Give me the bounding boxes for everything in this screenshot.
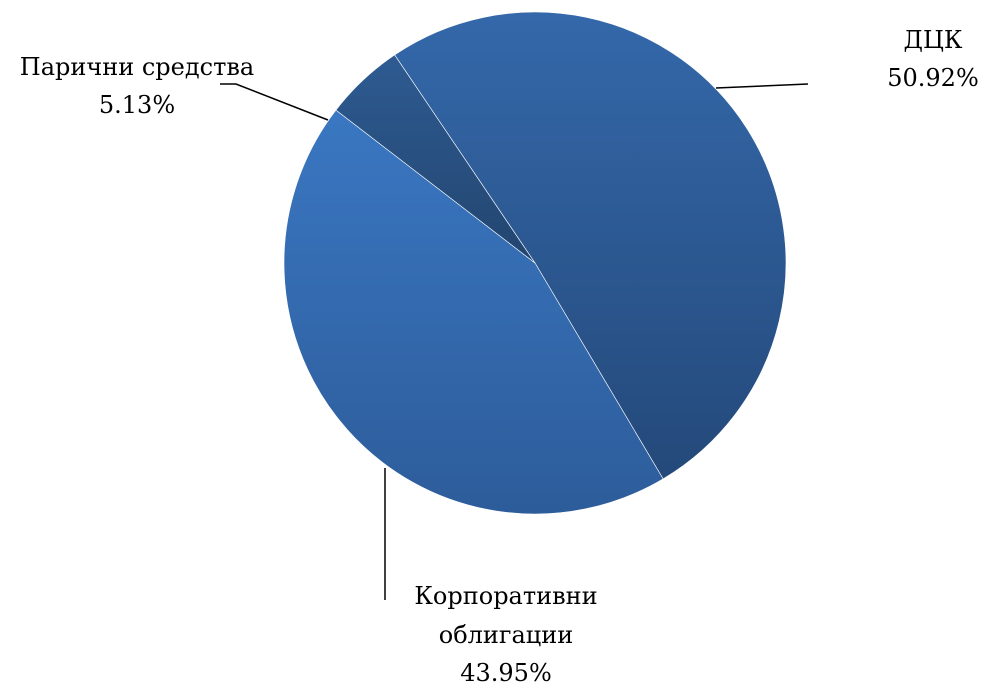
leader-line-cash	[220, 83, 329, 121]
pie-slice-dck	[394, 11, 787, 480]
slice-label-corp-line1: Корпоративни	[414, 582, 597, 610]
pie-slices	[283, 11, 787, 515]
slice-label-dck: ДЦК	[903, 26, 962, 54]
slice-value-cash: 5.13%	[99, 91, 175, 119]
slice-value-dck: 50.92%	[887, 64, 979, 92]
slice-label-corp-line2: облигации	[439, 621, 573, 649]
pie-slice-corp	[283, 109, 664, 515]
slice-value-corp: 43.95%	[460, 659, 552, 687]
pie-slice-cash	[335, 54, 536, 264]
slice-label-cash: Парични средства	[20, 53, 254, 81]
leader-line-dck	[715, 83, 809, 89]
